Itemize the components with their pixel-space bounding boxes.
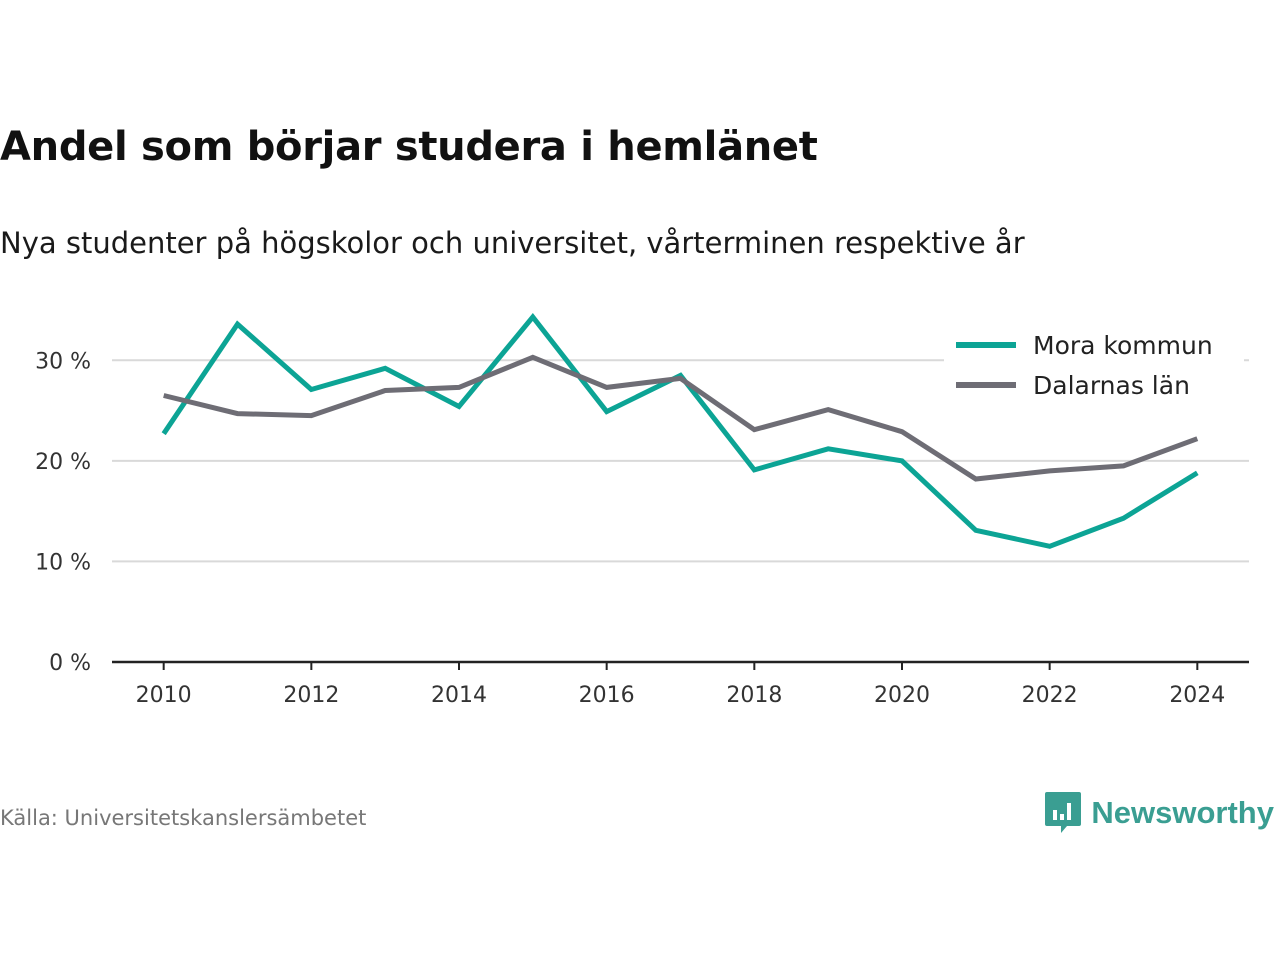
x-tick-label: 2018	[726, 683, 782, 708]
series-line	[163, 354, 1199, 482]
x-tick-label: 2022	[1022, 683, 1078, 708]
x-tick-label: 2024	[1169, 683, 1225, 708]
source-note: Källa: Universitetskanslersämbetet	[0, 806, 367, 830]
y-tick-label: 20 %	[35, 450, 91, 475]
legend-label: Dalarnas län	[1033, 371, 1190, 400]
chart-subtitle: Nya studenter på högskolor och universit…	[0, 226, 1025, 260]
x-tick-label: 2016	[579, 683, 635, 708]
y-tick-label: 0 %	[49, 651, 91, 676]
legend-label: Mora kommun	[1033, 331, 1213, 360]
y-tick-label: 30 %	[35, 349, 91, 374]
series-line	[161, 313, 1199, 549]
y-tick-label: 10 %	[35, 550, 91, 575]
line-chart: 0 % 10 % 20 % 30 % 2010 2012 2014 2016 2018 2020…	[35, 313, 1249, 708]
chart-title: Andel som börjar studera i hemlänet	[0, 124, 818, 170]
x-tick-label: 2020	[874, 683, 930, 708]
x-tick-label: 2014	[431, 683, 487, 708]
x-tick-label: 2010	[136, 683, 192, 708]
newsworthy-logo-icon	[1045, 792, 1082, 833]
series-lines	[161, 313, 1199, 549]
brand-name: Newsworthy	[1091, 795, 1274, 830]
legend-background	[944, 324, 1244, 406]
brand-logo[interactable]: Newsworthy	[1045, 792, 1274, 834]
gridlines: 0 % 10 % 20 % 30 %	[35, 349, 1249, 676]
x-tick-label: 2012	[283, 683, 339, 708]
x-axis: 2010 2012 2014 2016 2018 2020 2022 2024	[112, 660, 1249, 708]
legend: Mora kommun Dalarnas län	[944, 324, 1244, 406]
